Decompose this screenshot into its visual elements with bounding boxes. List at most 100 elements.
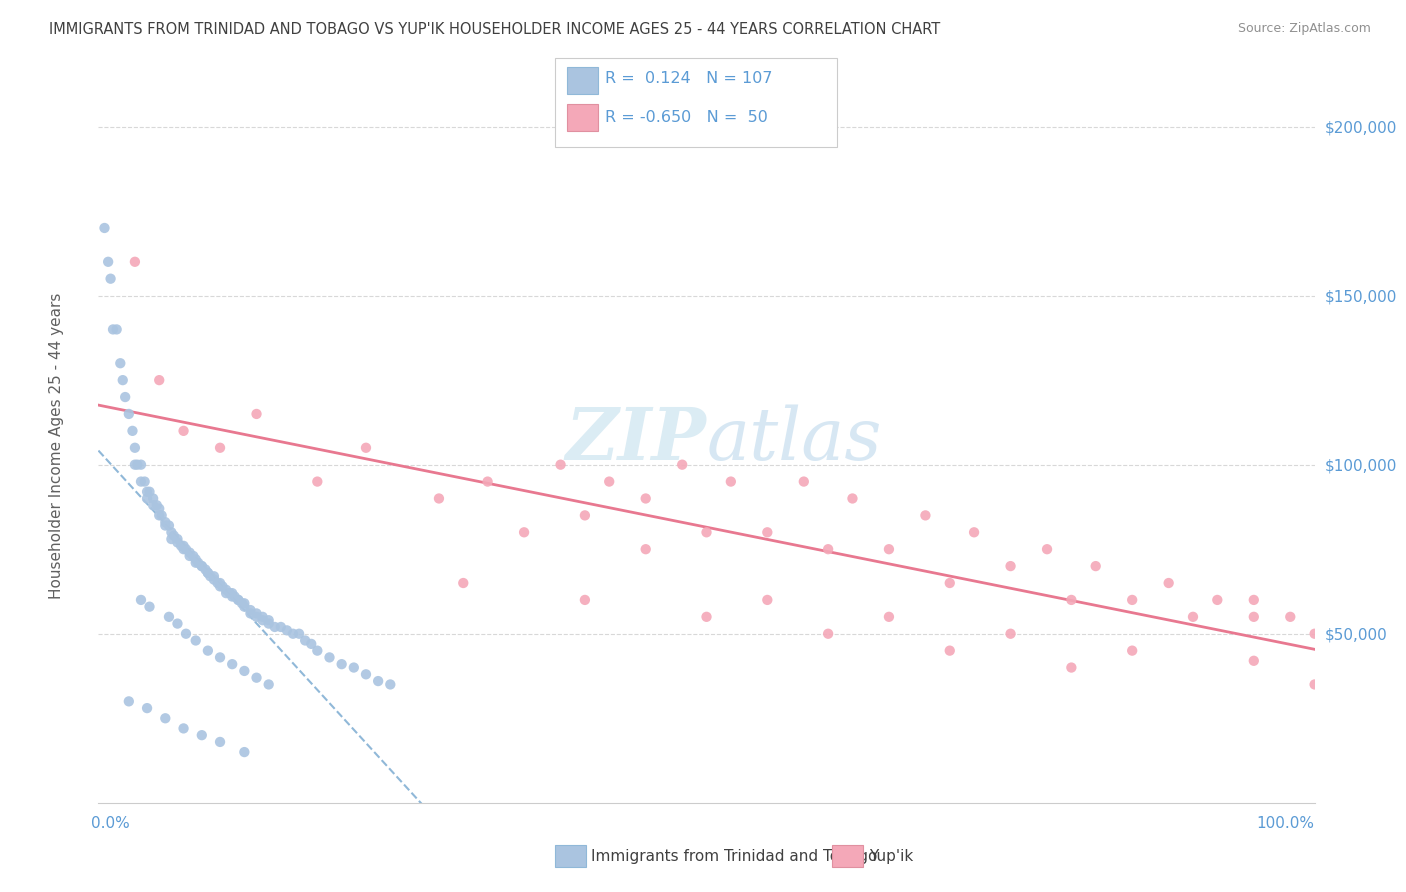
Point xyxy=(343,660,366,674)
Point xyxy=(1206,593,1229,607)
Point xyxy=(150,508,173,523)
Point xyxy=(197,566,219,580)
Point xyxy=(634,491,657,506)
Point xyxy=(380,677,402,691)
Point xyxy=(1303,626,1326,640)
Point xyxy=(184,556,207,570)
Point xyxy=(157,610,180,624)
Point xyxy=(841,491,863,506)
Point xyxy=(257,616,280,631)
Point xyxy=(756,593,779,607)
Point xyxy=(793,475,815,489)
Point xyxy=(197,643,219,657)
Text: Yup'ik: Yup'ik xyxy=(869,849,912,863)
Point xyxy=(179,549,201,563)
Point xyxy=(181,549,204,563)
Point xyxy=(307,643,329,657)
Point xyxy=(111,373,134,387)
Point xyxy=(209,441,232,455)
Text: 100.0%: 100.0% xyxy=(1257,816,1315,831)
Point xyxy=(245,407,267,421)
Point xyxy=(146,498,169,512)
Point xyxy=(1243,610,1265,624)
Point xyxy=(202,569,225,583)
Point xyxy=(142,491,165,506)
Point xyxy=(209,650,232,665)
Text: Householder Income Ages 25 - 44 years: Householder Income Ages 25 - 44 years xyxy=(49,293,63,599)
Point xyxy=(121,424,143,438)
Point xyxy=(124,254,146,268)
Point xyxy=(218,586,240,600)
Point xyxy=(173,539,195,553)
Point xyxy=(194,562,217,576)
Point xyxy=(963,525,986,540)
Point xyxy=(101,322,124,336)
Point xyxy=(245,607,267,621)
Point xyxy=(233,664,256,678)
Point xyxy=(877,542,900,557)
Point xyxy=(939,576,962,591)
Point xyxy=(118,694,141,708)
Point xyxy=(179,545,201,559)
Point xyxy=(118,407,141,421)
Point xyxy=(138,484,160,499)
Point xyxy=(257,677,280,691)
Point xyxy=(148,501,170,516)
Point xyxy=(427,491,450,506)
Point xyxy=(1243,593,1265,607)
Point xyxy=(215,586,238,600)
Point xyxy=(148,373,170,387)
Point xyxy=(124,441,146,455)
Point xyxy=(550,458,572,472)
Point xyxy=(1036,542,1059,557)
Point xyxy=(110,356,132,370)
Point xyxy=(270,620,292,634)
Point xyxy=(367,674,389,689)
Point xyxy=(166,616,188,631)
Point xyxy=(221,586,243,600)
Point xyxy=(221,657,243,672)
Point xyxy=(226,593,249,607)
Point xyxy=(100,271,122,285)
Point xyxy=(239,607,262,621)
Point xyxy=(211,579,233,593)
Point xyxy=(1121,643,1143,657)
Point xyxy=(634,542,657,557)
Point xyxy=(173,542,195,557)
Point xyxy=(477,475,499,489)
Point xyxy=(202,573,225,587)
Text: R = -0.650   N =  50: R = -0.650 N = 50 xyxy=(605,111,768,125)
Point xyxy=(170,539,193,553)
Point xyxy=(299,637,322,651)
Point xyxy=(184,633,207,648)
Point xyxy=(134,475,156,489)
Point xyxy=(1000,626,1022,640)
Point xyxy=(817,542,839,557)
Point xyxy=(142,498,165,512)
Text: Immigrants from Trinidad and Tobago: Immigrants from Trinidad and Tobago xyxy=(591,849,877,863)
Point xyxy=(157,518,180,533)
Point xyxy=(197,566,219,580)
Point xyxy=(221,590,243,604)
Point xyxy=(513,525,536,540)
Text: IMMIGRANTS FROM TRINIDAD AND TOBAGO VS YUP'IK HOUSEHOLDER INCOME AGES 25 - 44 YE: IMMIGRANTS FROM TRINIDAD AND TOBAGO VS Y… xyxy=(49,22,941,37)
Point xyxy=(191,728,214,742)
Point xyxy=(93,221,115,235)
Point xyxy=(1121,593,1143,607)
Point xyxy=(276,624,298,638)
Point xyxy=(263,620,285,634)
Point xyxy=(354,667,377,681)
Point xyxy=(574,508,596,523)
Point xyxy=(173,424,195,438)
Point xyxy=(163,529,186,543)
Point xyxy=(756,525,779,540)
Point xyxy=(207,576,229,591)
Point xyxy=(155,711,177,725)
Point xyxy=(191,559,214,574)
Point xyxy=(877,610,900,624)
Point xyxy=(1279,610,1302,624)
Point xyxy=(671,458,693,472)
Point xyxy=(174,542,197,557)
Point xyxy=(166,535,188,549)
Point xyxy=(136,491,159,506)
